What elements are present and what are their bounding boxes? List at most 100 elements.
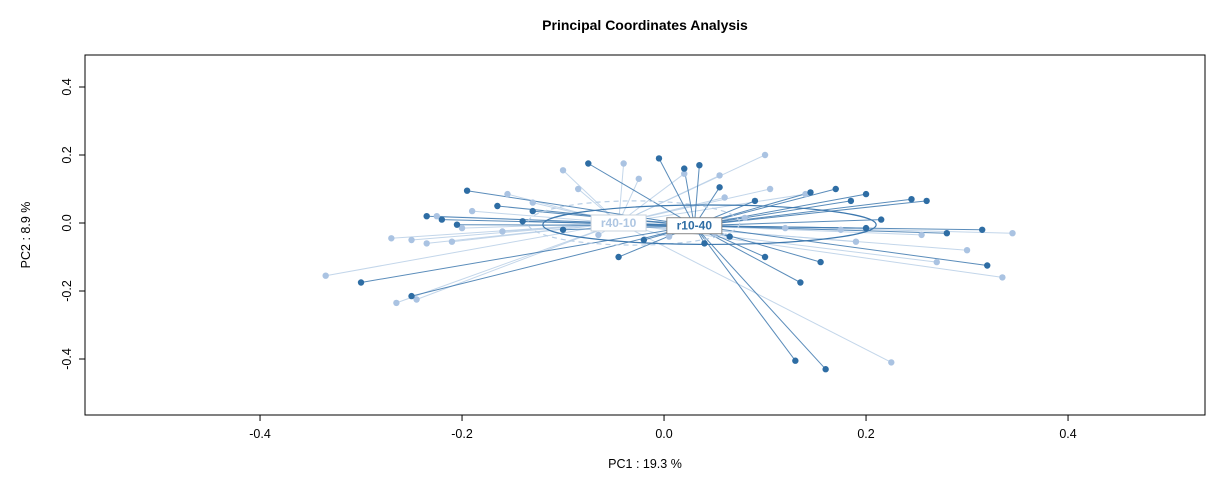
data-point — [463, 187, 471, 194]
data-point — [453, 221, 461, 228]
data-point — [681, 170, 688, 177]
data-point — [721, 194, 728, 201]
data-point — [766, 185, 774, 193]
data-point — [943, 229, 951, 237]
data-point — [504, 190, 511, 198]
data-point — [388, 235, 395, 242]
data-point — [655, 155, 663, 162]
data-point — [716, 172, 723, 179]
y-tick-label: -0.2 — [60, 280, 74, 302]
data-point — [519, 218, 526, 225]
data-point — [751, 197, 759, 205]
data-point — [640, 236, 648, 244]
data-point — [423, 240, 430, 247]
data-point — [852, 238, 860, 245]
data-point — [438, 216, 446, 223]
data-point — [716, 184, 723, 191]
spider-line — [683, 168, 695, 226]
data-point — [726, 233, 733, 240]
plot-layer: -0.4 -0.2 0.0 0.2 0.4 -0.4 -0.2 0.0 0.2 0.4 r40-10… — [60, 54, 1206, 441]
spider-line — [618, 193, 806, 224]
spider-line — [694, 225, 947, 234]
data-point — [862, 224, 870, 232]
spider-line — [467, 190, 695, 227]
data-point — [615, 253, 622, 261]
data-point — [696, 161, 703, 169]
data-point — [701, 240, 708, 247]
data-point — [837, 226, 844, 233]
data-point — [984, 262, 991, 269]
x-tick-label: -0.4 — [249, 427, 271, 441]
data-point — [433, 212, 440, 220]
data-point — [817, 258, 824, 266]
data-point — [933, 258, 940, 266]
data-point — [665, 233, 673, 240]
spider-line — [694, 225, 988, 266]
data-point — [963, 246, 971, 254]
x-tick-label: 0.2 — [857, 427, 874, 441]
data-point — [413, 296, 420, 303]
spider-line — [325, 222, 619, 277]
spider-line — [694, 198, 912, 227]
data-point — [393, 299, 400, 307]
data-point — [847, 197, 855, 205]
data-point — [807, 189, 814, 196]
spider-line — [588, 163, 695, 227]
group-label: r40-10 — [601, 216, 637, 230]
data-point — [585, 160, 592, 167]
data-point — [761, 253, 769, 261]
chart-title: Principal Coordinates Analysis — [542, 17, 748, 33]
data-point — [494, 202, 501, 210]
plot-frame — [84, 54, 1206, 416]
data-point — [761, 151, 769, 159]
spider-line — [694, 200, 927, 227]
spider-line — [658, 158, 695, 226]
data-point — [408, 292, 415, 300]
spider-line — [694, 225, 983, 231]
data-point — [574, 185, 582, 193]
spider-line — [396, 222, 619, 304]
spider-line — [694, 219, 882, 227]
data-point — [877, 216, 885, 223]
data-point — [529, 207, 536, 215]
spider-line — [618, 154, 766, 224]
spider-line — [456, 224, 695, 227]
x-tick-label: 0.4 — [1059, 427, 1076, 441]
data-point — [529, 199, 536, 206]
data-point — [681, 165, 688, 172]
spider-line — [360, 225, 695, 283]
group-label: r10-40 — [677, 219, 713, 233]
y-axis-label: PC2 : 8.9 % — [19, 202, 33, 269]
spider-line — [694, 193, 867, 227]
x-axis-label: PC1 : 19.3 % — [608, 457, 682, 471]
data-point — [792, 357, 799, 364]
group-label-box — [666, 217, 723, 235]
y-tick-label: 0.2 — [60, 146, 74, 163]
spider-line — [618, 163, 625, 224]
y-tick-label: 0.0 — [60, 214, 74, 231]
spider-line — [693, 225, 827, 370]
data-point — [741, 214, 749, 222]
data-point — [1009, 229, 1016, 237]
data-point — [908, 195, 915, 203]
data-point — [559, 226, 567, 233]
spider-line — [693, 225, 796, 362]
data-point — [918, 231, 925, 239]
data-point — [797, 279, 804, 286]
spider-line — [411, 225, 695, 297]
data-point — [423, 212, 430, 220]
data-point — [888, 359, 895, 366]
group-ellipse — [527, 200, 741, 246]
data-point — [595, 231, 602, 239]
data-point — [978, 226, 986, 233]
data-point — [448, 238, 456, 245]
spider-line — [694, 225, 801, 283]
data-point — [408, 236, 415, 244]
x-tick-label: 0.0 — [655, 427, 672, 441]
data-point — [559, 167, 567, 174]
data-point — [862, 190, 870, 198]
spider-line — [693, 165, 700, 226]
spider-line — [618, 222, 892, 363]
data-point — [832, 185, 839, 193]
